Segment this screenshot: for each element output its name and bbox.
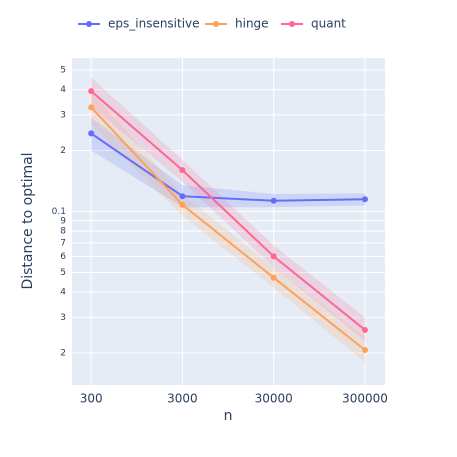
legend-label: quant [311,17,346,31]
error-band [91,117,365,208]
line [90,90,366,331]
legend-marker [86,21,92,27]
marker [361,326,368,333]
y-tick-label: 4 [60,288,66,298]
legend-marker [289,21,295,27]
marker [361,196,368,203]
marker [88,88,95,95]
marker [270,274,277,281]
y-tick-label: 2 [60,146,66,156]
x-axis-title: n [224,408,233,424]
y-tick-label: 2 [60,349,66,359]
marker [179,201,186,208]
y-tick-label: 4 [60,85,66,95]
y-tick-label: 9 [60,216,66,226]
y-tick-label: 0.1 [52,207,66,217]
marker [270,253,277,260]
legend-label: eps_insensitive [108,17,200,31]
line [90,106,366,351]
plot-background [72,58,385,385]
x-tick-label: 300000 [342,392,388,406]
marker [88,104,95,111]
y-tick-label: 5 [60,65,66,75]
y-tick-label: 6 [60,252,66,262]
y-tick-label: 5 [60,268,66,278]
y-tick-label: 8 [60,227,66,237]
marker [179,193,186,200]
legend-label: hinge [235,17,269,31]
x-tick-label: 3000 [167,392,198,406]
y-tick-label: 7 [60,238,66,248]
y-tick-label: 3 [60,110,66,120]
marker [179,167,186,174]
marker [361,346,368,353]
y-tick-label: 3 [60,313,66,323]
y-axis-title: Distance to optimal [20,152,36,289]
marker [88,130,95,137]
legend-marker [213,21,219,27]
line [90,132,366,202]
x-tick-label: 300 [80,392,103,406]
x-tick-label: 30000 [255,392,293,406]
marker [270,197,277,204]
